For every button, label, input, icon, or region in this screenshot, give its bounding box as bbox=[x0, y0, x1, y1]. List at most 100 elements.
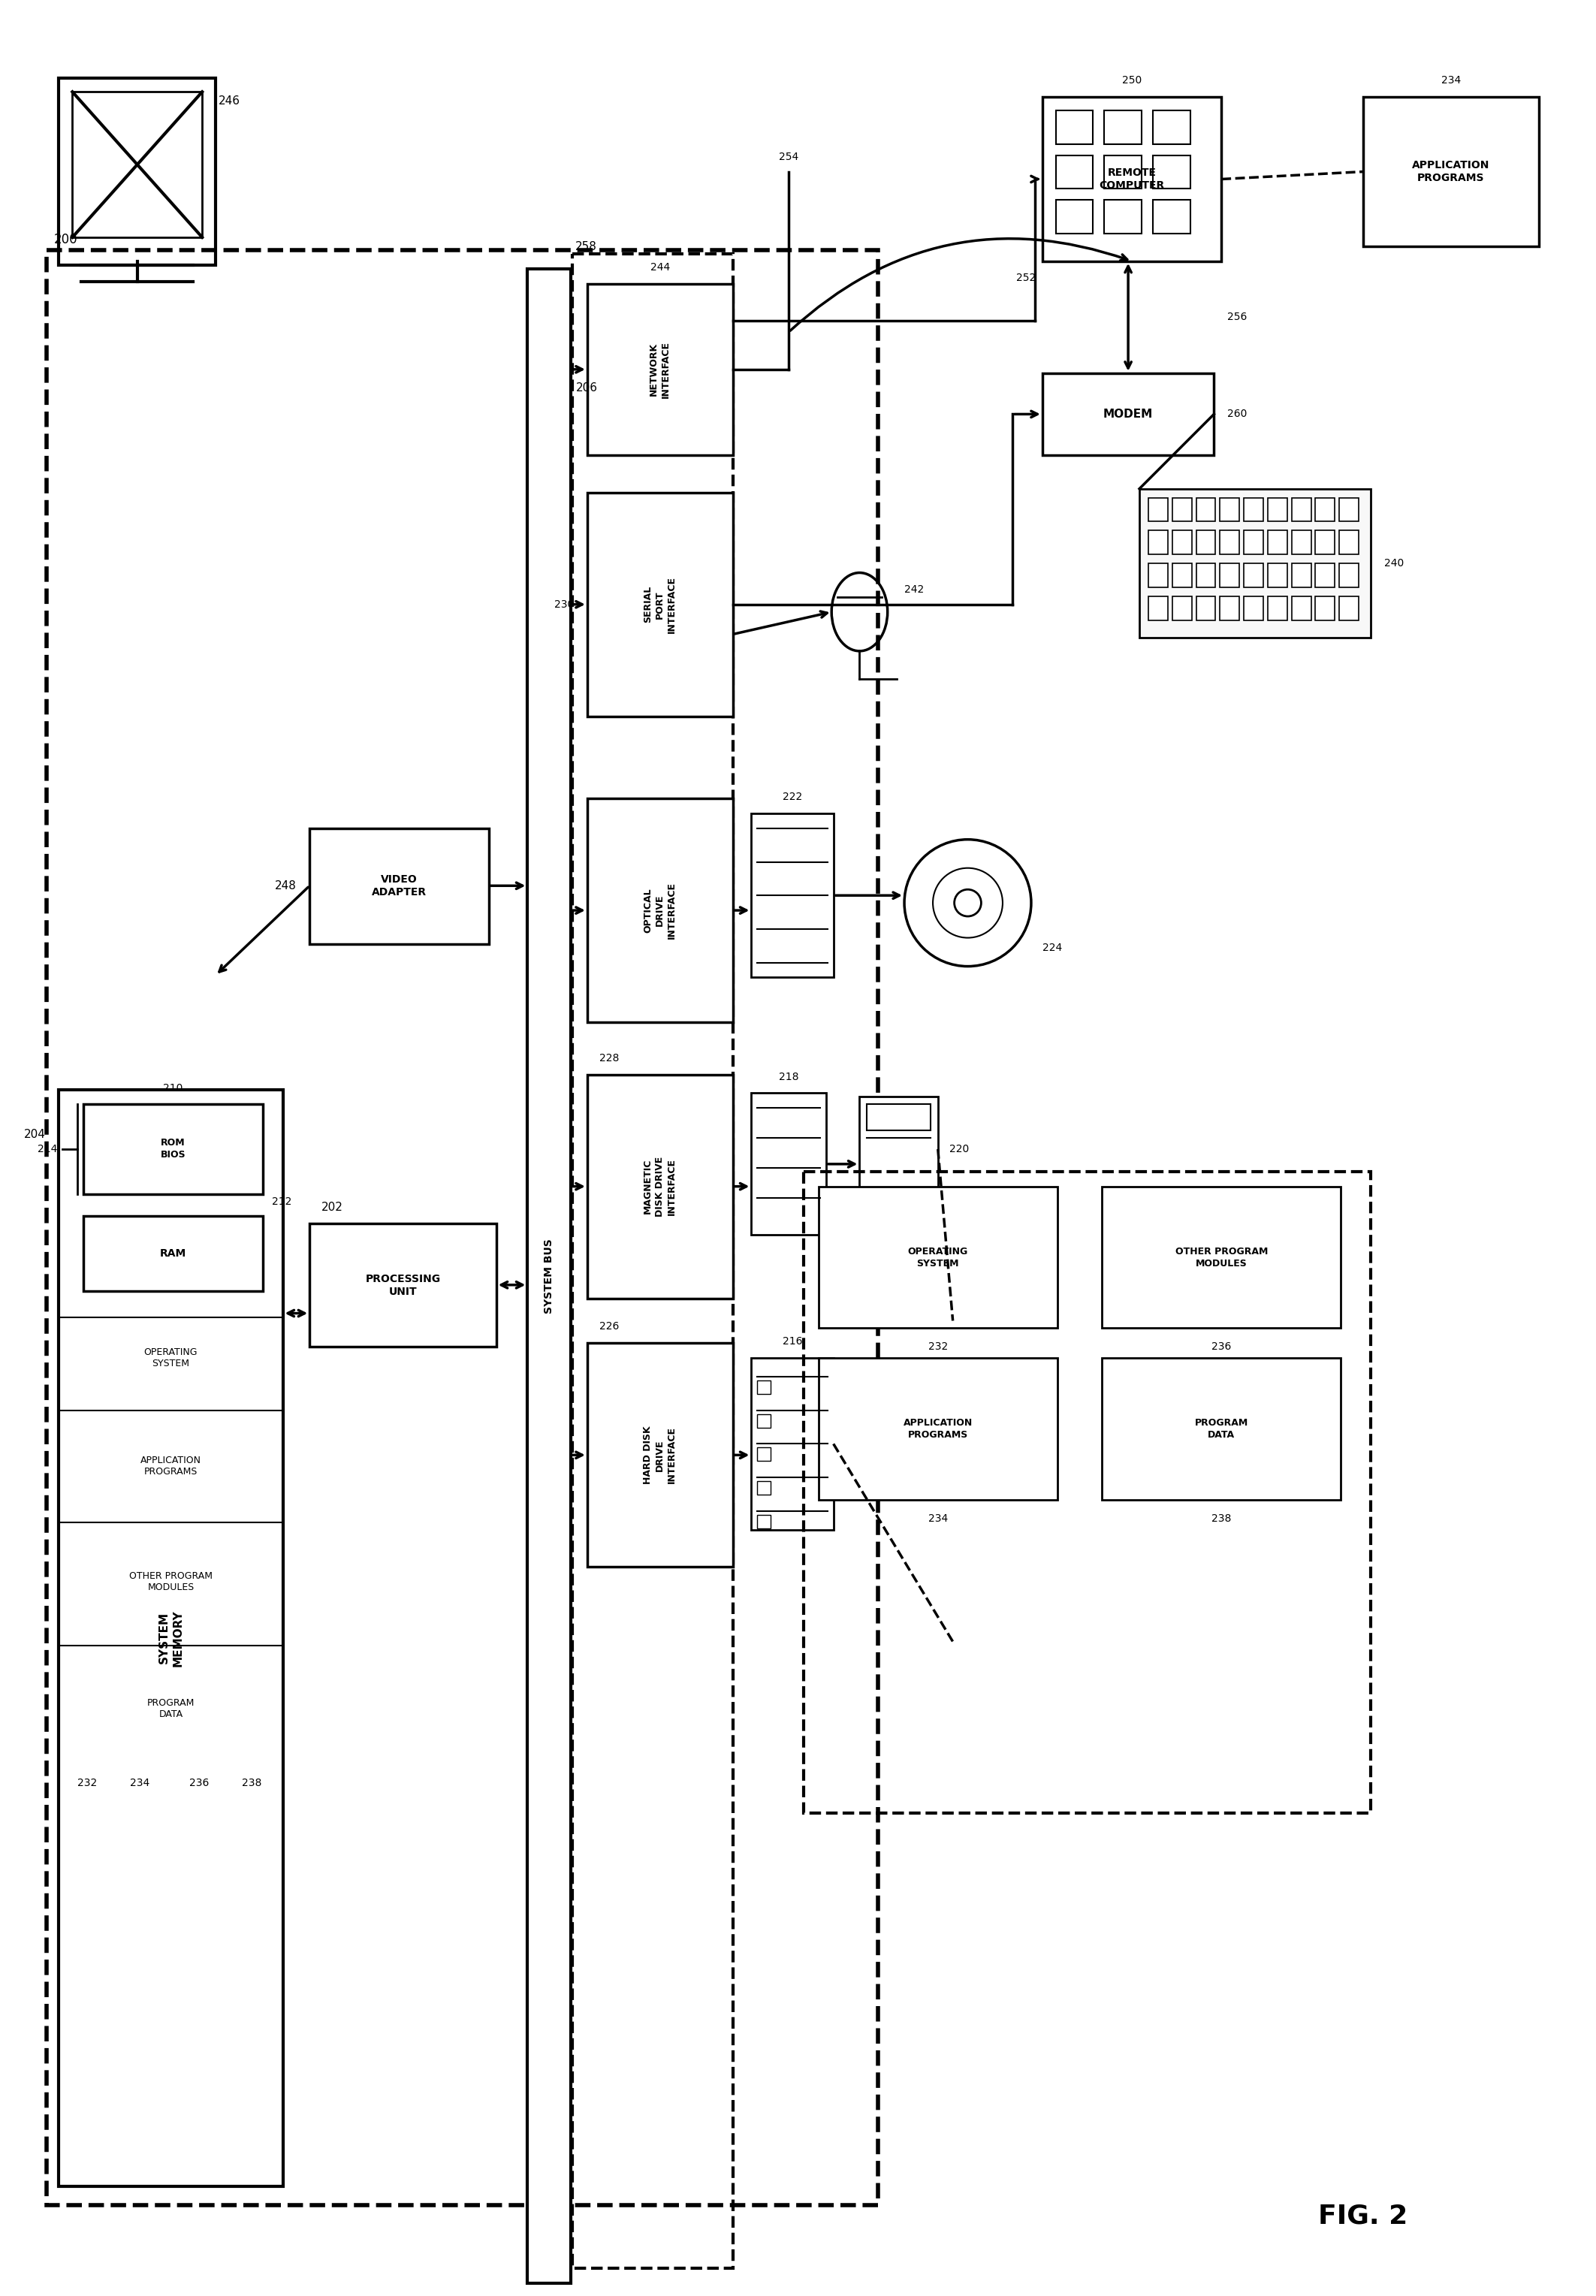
Bar bbox=[1103, 1357, 1341, 1499]
Bar bbox=[1171, 530, 1192, 553]
Bar bbox=[1152, 200, 1191, 234]
Text: 232: 232 bbox=[927, 1341, 948, 1352]
Text: MAGNETIC
DISK DRIVE
INTERFACE: MAGNETIC DISK DRIVE INTERFACE bbox=[643, 1157, 677, 1217]
Text: APPLICATION
PROGRAMS: APPLICATION PROGRAMS bbox=[1412, 161, 1489, 184]
Text: 234: 234 bbox=[927, 1513, 948, 1525]
Text: OPERATING
SYSTEM: OPERATING SYSTEM bbox=[144, 1348, 198, 1368]
Bar bbox=[758, 1414, 771, 1428]
Text: 258: 258 bbox=[575, 241, 597, 253]
Bar bbox=[1267, 563, 1286, 588]
Bar bbox=[1042, 374, 1215, 455]
Text: 210: 210 bbox=[163, 1084, 184, 1093]
Bar bbox=[752, 813, 833, 978]
Text: 256: 256 bbox=[1227, 312, 1246, 321]
Bar bbox=[528, 269, 571, 2282]
Bar bbox=[1104, 156, 1141, 188]
Bar bbox=[752, 1093, 827, 1235]
Text: 222: 222 bbox=[782, 792, 803, 801]
Bar bbox=[1291, 597, 1310, 620]
Bar bbox=[758, 1380, 771, 1394]
Bar bbox=[1104, 110, 1141, 145]
Text: 216: 216 bbox=[782, 1336, 803, 1348]
Text: 254: 254 bbox=[779, 152, 798, 163]
Text: 220: 220 bbox=[950, 1143, 969, 1155]
Text: 260: 260 bbox=[1227, 409, 1246, 420]
Bar bbox=[1171, 563, 1192, 588]
Bar bbox=[587, 494, 733, 716]
Bar bbox=[1291, 563, 1310, 588]
Text: OTHER PROGRAM
MODULES: OTHER PROGRAM MODULES bbox=[1175, 1247, 1267, 1267]
Bar bbox=[1195, 597, 1216, 620]
Text: PROGRAM
DATA: PROGRAM DATA bbox=[1195, 1419, 1248, 1440]
Text: 234: 234 bbox=[1441, 76, 1460, 85]
Bar bbox=[1057, 110, 1093, 145]
Bar bbox=[1291, 498, 1310, 521]
Text: 240: 240 bbox=[1384, 558, 1404, 569]
Bar bbox=[587, 1343, 733, 1566]
Bar bbox=[587, 285, 733, 455]
Bar bbox=[587, 799, 733, 1022]
Text: 236: 236 bbox=[1211, 1341, 1232, 1352]
Text: OTHER PROGRAM
MODULES: OTHER PROGRAM MODULES bbox=[129, 1570, 212, 1593]
Bar bbox=[819, 1357, 1057, 1499]
Text: SYSTEM
MEMORY: SYSTEM MEMORY bbox=[158, 1609, 184, 1667]
Text: 204: 204 bbox=[24, 1130, 46, 1139]
Text: 250: 250 bbox=[1122, 76, 1141, 85]
Bar bbox=[1243, 530, 1262, 553]
Bar bbox=[83, 1104, 263, 1194]
Bar bbox=[1219, 563, 1240, 588]
Bar bbox=[46, 250, 878, 2204]
Bar bbox=[1219, 530, 1240, 553]
Text: SYSTEM BUS: SYSTEM BUS bbox=[544, 1238, 554, 1313]
Text: 236: 236 bbox=[190, 1777, 209, 1789]
Bar bbox=[59, 78, 215, 264]
Text: NETWORK
INTERFACE: NETWORK INTERFACE bbox=[650, 340, 670, 397]
Bar bbox=[1339, 563, 1358, 588]
Bar bbox=[867, 1104, 930, 1130]
Text: APPLICATION
PROGRAMS: APPLICATION PROGRAMS bbox=[140, 1456, 201, 1476]
Text: ROM
BIOS: ROM BIOS bbox=[161, 1139, 185, 1159]
Bar bbox=[573, 255, 733, 2268]
Text: 202: 202 bbox=[321, 1201, 343, 1212]
Bar bbox=[1152, 110, 1191, 145]
Text: 218: 218 bbox=[779, 1072, 798, 1081]
Bar bbox=[1148, 530, 1168, 553]
Bar bbox=[1057, 200, 1093, 234]
Text: 252: 252 bbox=[1017, 273, 1036, 282]
Bar bbox=[1339, 498, 1358, 521]
Text: 230: 230 bbox=[554, 599, 575, 611]
Bar bbox=[1339, 530, 1358, 553]
Bar bbox=[758, 1481, 771, 1495]
Text: 238: 238 bbox=[1211, 1513, 1232, 1525]
Text: 224: 224 bbox=[1042, 941, 1061, 953]
Text: 246: 246 bbox=[219, 94, 239, 106]
Text: 234: 234 bbox=[129, 1777, 150, 1789]
Bar bbox=[72, 92, 203, 236]
Bar bbox=[1219, 597, 1240, 620]
Bar bbox=[1267, 530, 1286, 553]
Text: PROCESSING
UNIT: PROCESSING UNIT bbox=[365, 1274, 440, 1297]
Bar bbox=[1042, 96, 1221, 262]
Text: HARD DISK
DRIVE
INTERFACE: HARD DISK DRIVE INTERFACE bbox=[643, 1426, 677, 1483]
Text: 242: 242 bbox=[905, 583, 924, 595]
Bar bbox=[1315, 563, 1334, 588]
Text: APPLICATION
PROGRAMS: APPLICATION PROGRAMS bbox=[903, 1419, 972, 1440]
Bar bbox=[1148, 563, 1168, 588]
Text: 226: 226 bbox=[600, 1322, 619, 1332]
Text: 228: 228 bbox=[600, 1054, 619, 1063]
Text: VIDEO
ADAPTER: VIDEO ADAPTER bbox=[372, 875, 426, 898]
Bar bbox=[1148, 498, 1168, 521]
Bar bbox=[1195, 530, 1216, 553]
Bar bbox=[1315, 498, 1334, 521]
Bar bbox=[59, 1088, 282, 2186]
Bar bbox=[1171, 597, 1192, 620]
Bar bbox=[860, 1097, 938, 1201]
Bar bbox=[1363, 96, 1539, 246]
Bar bbox=[758, 1515, 771, 1529]
Text: PROGRAM
DATA: PROGRAM DATA bbox=[147, 1699, 195, 1720]
Bar bbox=[1315, 530, 1334, 553]
Text: 206: 206 bbox=[576, 383, 598, 393]
Text: SERIAL
PORT
INTERFACE: SERIAL PORT INTERFACE bbox=[643, 576, 677, 634]
Text: 244: 244 bbox=[650, 262, 670, 273]
Bar bbox=[758, 1446, 771, 1460]
